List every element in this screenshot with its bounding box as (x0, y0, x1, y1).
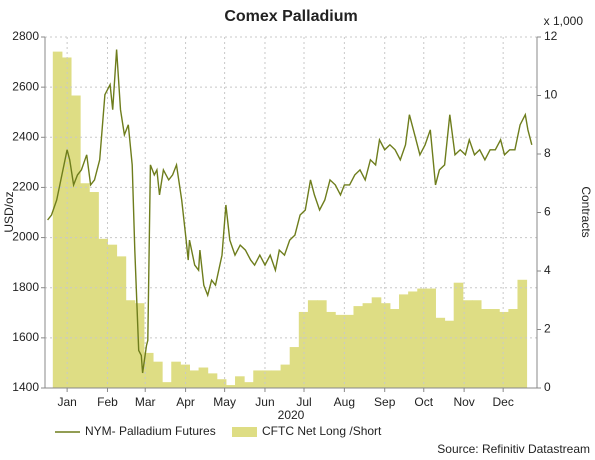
legend-swatch (232, 427, 257, 437)
area-bar (380, 303, 391, 388)
area-bar (143, 352, 154, 388)
chart-title: Comex Palladium (224, 8, 357, 25)
area-bar (262, 370, 272, 388)
line-layer (47, 49, 533, 374)
y2-tick-label: 6 (544, 205, 551, 219)
area-bar (153, 361, 163, 388)
area-bar (52, 51, 63, 388)
grid-layer (45, 36, 537, 389)
area-layer (52, 51, 528, 388)
y-tick-label: 2400 (12, 129, 39, 143)
x-tick-label: Jul (296, 395, 311, 409)
y2-unit: x 1,000 (544, 14, 584, 28)
x-tick-label: Aug (334, 395, 355, 409)
area-bar (216, 379, 227, 388)
x-axis-label: 2020 (278, 408, 305, 422)
area-bar (80, 183, 90, 388)
y2-tick-label: 2 (544, 322, 551, 336)
y2-tick-label: 10 (544, 88, 558, 102)
area-bar (289, 347, 300, 388)
source: Source: Refinitiv Datastream (437, 442, 590, 456)
area-bar (89, 192, 99, 388)
y-tick-label: 1600 (12, 330, 39, 344)
y-axis-label: USD/oz (2, 191, 16, 232)
area-bar (134, 303, 145, 388)
area-bar (180, 364, 190, 388)
y-tick-label: 2800 (12, 29, 39, 43)
axes-layer: 1400 1600 1800 2000 2200 2400 2600 2800 0 2 4 6 8 10 1… (12, 29, 557, 409)
area-bar (271, 370, 282, 388)
x-tick-label: May (213, 395, 236, 409)
area-bar (107, 244, 118, 388)
x-tick-label: Sep (374, 395, 396, 409)
area-bar (162, 382, 172, 388)
area-bar (317, 300, 327, 388)
area-bar (444, 320, 455, 388)
area-bar (116, 256, 127, 388)
x-tick-label: Apr (176, 395, 195, 409)
area-bar (98, 238, 108, 388)
area-bar (198, 367, 209, 388)
area-bar (344, 314, 354, 388)
area-bar (481, 309, 491, 388)
x-tick-label: Oct (414, 395, 433, 409)
area-bar (389, 309, 400, 388)
area-bar (326, 311, 336, 388)
area-bar (517, 279, 528, 388)
y2-tick-label: 12 (544, 29, 558, 43)
y2-tick-label: 8 (544, 146, 551, 160)
area-bar (362, 303, 373, 388)
area-bar (508, 309, 518, 388)
area-bar (417, 288, 427, 388)
legend-label: NYM- Palladium Futures (85, 424, 216, 438)
area-bar (71, 95, 81, 388)
x-tick-label: Jan (57, 395, 76, 409)
area-bar (235, 376, 245, 388)
area-bar (399, 294, 409, 388)
area-bar (353, 306, 364, 388)
price-line (47, 49, 533, 374)
area-bar (253, 370, 263, 388)
x-tick-label: Mar (135, 395, 156, 409)
area-bar (471, 300, 482, 388)
area-bar (307, 300, 318, 388)
area-bar (171, 361, 181, 388)
area-bar (189, 370, 200, 388)
area-bar (490, 309, 500, 388)
area-bar (462, 300, 473, 388)
area-bar (335, 314, 345, 388)
y-tick-label: 1400 (12, 380, 39, 394)
area-bar (244, 382, 254, 388)
y2-tick-label: 4 (544, 263, 551, 277)
area-bar (499, 311, 509, 388)
x-tick-label: Nov (453, 395, 474, 409)
x-tick-label: Dec (492, 395, 513, 409)
y-tick-label: 2600 (12, 79, 39, 93)
y-tick-label: 2000 (12, 230, 39, 244)
legend-label: CFTC Net Long /Short (262, 424, 382, 438)
area-bar (298, 311, 309, 388)
area-bar (280, 364, 291, 388)
area-bar (371, 297, 382, 388)
x-tick-label: Jun (255, 395, 274, 409)
area-bar (207, 373, 218, 388)
area-bar (408, 291, 418, 388)
y-tick-label: 1800 (12, 280, 39, 294)
area-bar (453, 282, 464, 388)
area-bar (125, 300, 136, 388)
x-tick-label: Feb (97, 395, 118, 409)
y2-axis-label: Contracts (579, 186, 593, 237)
y2-tick-label: 0 (544, 380, 551, 394)
legend: NYM- Palladium Futures CFTC Net Long /Sho… (55, 424, 382, 438)
y-tick-label: 2200 (12, 180, 39, 194)
area-bar (225, 385, 236, 388)
area-bar (435, 317, 446, 388)
